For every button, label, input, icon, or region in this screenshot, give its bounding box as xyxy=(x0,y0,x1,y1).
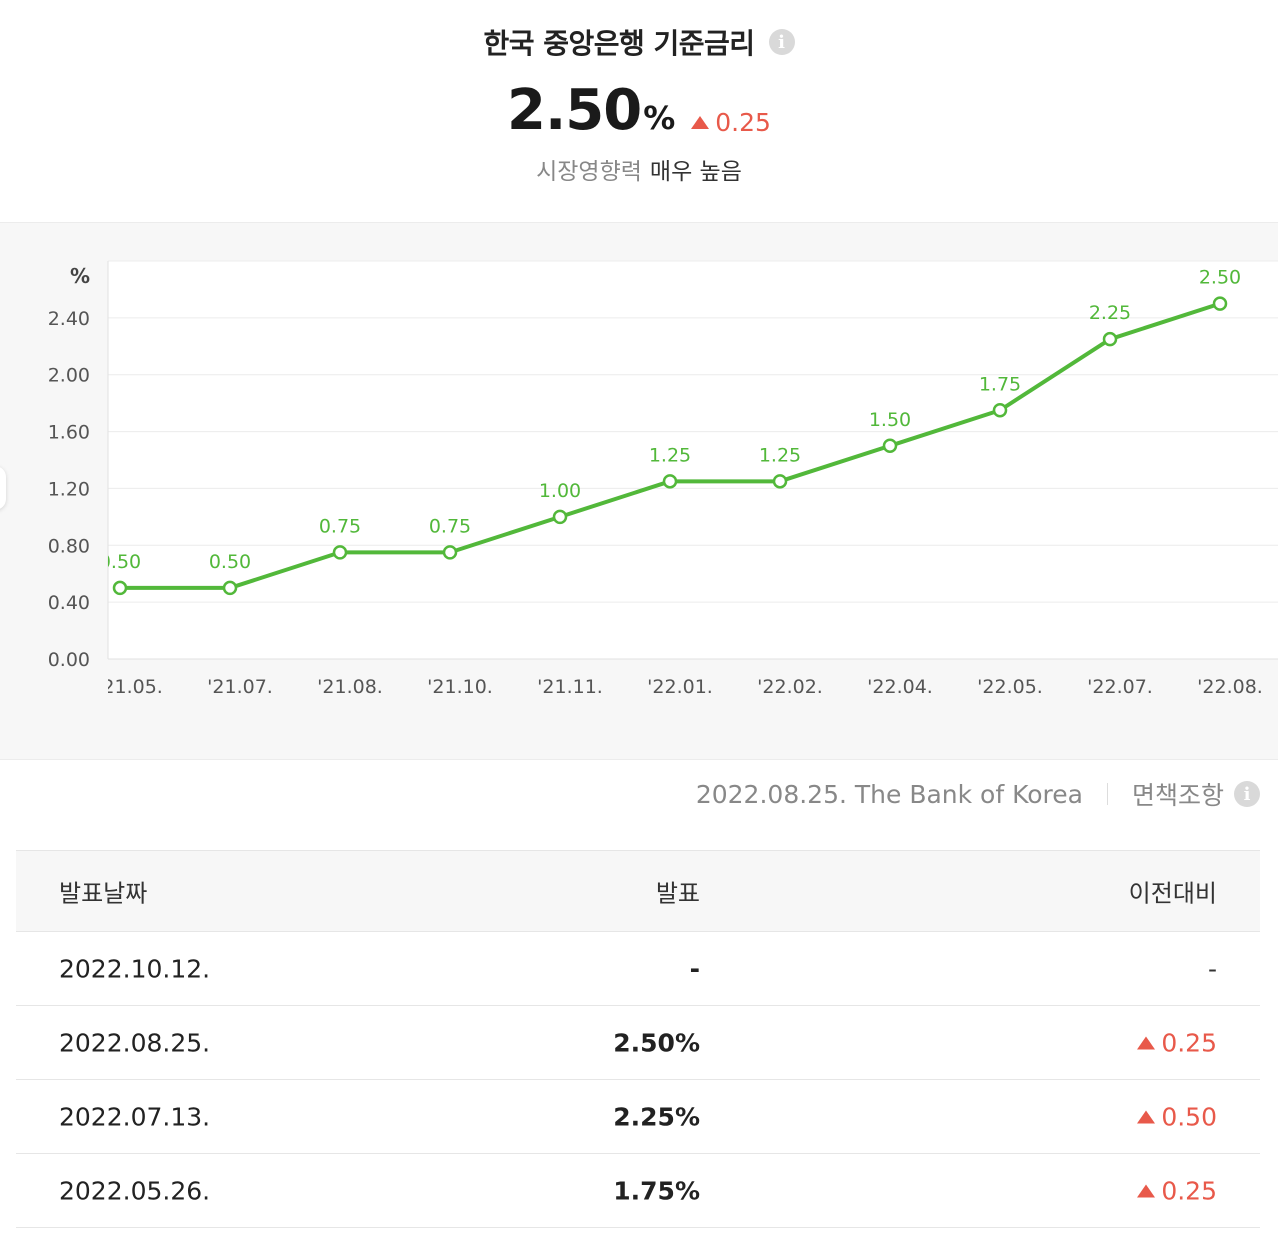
x-tick-label: '22.01. xyxy=(647,676,713,698)
table-header: 발표날짜 발표 이전대비 xyxy=(16,850,1260,932)
source-text: 2022.08.25. The Bank of Korea xyxy=(695,779,1083,809)
up-triangle-icon xyxy=(1137,1184,1156,1197)
table-row: 2022.10.12. - - xyxy=(16,932,1260,1006)
y-tick-label: 1.20 xyxy=(48,478,90,500)
data-point xyxy=(882,438,898,454)
data-point xyxy=(332,545,348,560)
x-tick-labels: '21.05. '21.07. '21.08. '21.10. '21.11. '22.0… xyxy=(97,676,1263,698)
scroll-left-handle[interactable] xyxy=(0,466,6,510)
rate-change-value: 0.25 xyxy=(715,108,771,137)
row-change-value: 0.50 xyxy=(1161,1102,1217,1131)
current-rate-value: 2.50 xyxy=(507,78,642,143)
x-tick-label: '22.04. xyxy=(867,676,933,698)
data-label: 0.75 xyxy=(319,515,361,537)
data-point xyxy=(772,474,788,489)
table-row: 2022.08.25. 2.50% 0.25 xyxy=(16,1006,1260,1080)
data-label: 0.50 xyxy=(99,551,141,573)
market-impact: 시장영향력 매우 높음 xyxy=(0,152,1278,186)
y-tick-label: 0.40 xyxy=(48,592,90,614)
data-point xyxy=(1102,331,1118,347)
announcement-table: 발표날짜 발표 이전대비 2022.10.12. - - 2022.08.25. 2.5… xyxy=(16,850,1260,1228)
data-label: 1.75 xyxy=(979,373,1021,395)
row-rate: 2.25% xyxy=(613,1102,700,1131)
row-rate: 1.75% xyxy=(613,1176,700,1205)
market-impact-value: 매우 높음 xyxy=(649,159,742,185)
row-change: - xyxy=(1208,954,1217,983)
rate-header: 한국 중앙은행 기준금리 i 2.50% 0.25 시장영향력 매우 높음 xyxy=(0,0,1278,222)
header-date: 발표날짜 xyxy=(59,879,148,908)
data-point xyxy=(662,474,678,489)
table-body: 2022.10.12. - - 2022.08.25. 2.50% 0.25 2022.07… xyxy=(16,932,1260,1228)
row-change-value: 0.25 xyxy=(1161,1028,1217,1057)
info-icon[interactable]: i xyxy=(768,29,795,55)
data-point xyxy=(442,545,458,560)
row-change: 0.25 xyxy=(1137,1028,1217,1057)
table-row: 2022.05.26. 1.75% 0.25 xyxy=(16,1154,1260,1228)
data-label: 1.00 xyxy=(539,480,581,502)
x-tick-label: '22.05. xyxy=(977,676,1043,698)
y-axis-unit-label: % xyxy=(70,264,90,288)
row-rate: 2.50% xyxy=(613,1028,700,1057)
up-triangle-icon xyxy=(1137,1036,1156,1049)
data-label: 1.25 xyxy=(649,444,691,466)
disclaimer-link[interactable]: 면책조항 xyxy=(1131,781,1224,810)
up-triangle-icon xyxy=(1137,1110,1156,1123)
source-divider xyxy=(1106,783,1108,805)
header-rate: 발표 xyxy=(655,879,700,908)
data-point xyxy=(552,509,568,525)
disclaimer-info-icon[interactable]: i xyxy=(1234,781,1260,807)
data-point xyxy=(1212,296,1228,311)
data-point xyxy=(992,403,1008,418)
rate-line-chart: %0.000.400.801.201.602.002.40'21.05. '21.… xyxy=(48,260,1278,698)
title-row: 한국 중앙은행 기준금리 i xyxy=(0,22,1278,62)
row-change-value: - xyxy=(1207,954,1217,983)
data-label: 2.25 xyxy=(1089,302,1131,324)
header-change: 이전대비 xyxy=(1128,879,1217,908)
y-tick-label: 2.00 xyxy=(48,365,90,387)
x-tick-label: '21.05. xyxy=(97,676,163,698)
y-tick-label: 0.00 xyxy=(48,649,90,671)
row-date: 2022.10.12. xyxy=(59,954,211,983)
source-row: 2022.08.25. The Bank of Korea 면책조항 i xyxy=(696,776,1260,812)
y-tick-label: 0.80 xyxy=(48,535,90,557)
chart-panel: % 0.00 0.40 0.80 1.20 1.60 2.00 2.40'21.05. '21.… xyxy=(0,222,1278,760)
x-tick-label: '22.02. xyxy=(757,676,823,698)
row-change-value: 0.25 xyxy=(1161,1176,1217,1205)
plot-area xyxy=(108,261,1278,659)
x-tick-label: '21.08. xyxy=(317,676,383,698)
x-tick-label: '22.07. xyxy=(1087,676,1153,698)
data-label: 0.75 xyxy=(429,515,471,537)
current-rate: 2.50% xyxy=(507,78,675,143)
page-title: 한국 중앙은행 기준금리 xyxy=(483,27,755,60)
current-rate-unit: % xyxy=(643,99,676,137)
x-tick-label: '21.07. xyxy=(207,676,273,698)
data-labels: 0.50 0.50 0.75 0.75 1.00 1.25 1.25 1.50 1.75 2.25… xyxy=(99,267,1241,573)
row-date: 2022.05.26. xyxy=(59,1176,211,1205)
data-label: 0.50 xyxy=(209,551,251,573)
data-point xyxy=(222,580,238,596)
market-impact-label: 시장영향력 xyxy=(536,159,642,185)
row-change: 0.50 xyxy=(1137,1102,1217,1131)
x-tick-label: '22.08. xyxy=(1197,676,1263,698)
y-tick-label: 1.60 xyxy=(48,422,90,444)
data-label: 2.50 xyxy=(1199,267,1241,289)
current-value-row: 2.50% 0.25 xyxy=(0,78,1278,143)
x-tick-label: '21.10. xyxy=(427,676,493,698)
x-tick-label: '21.11. xyxy=(537,676,603,698)
row-rate: - xyxy=(689,954,700,983)
row-date: 2022.07.13. xyxy=(59,1102,211,1131)
y-tick-label: 2.40 xyxy=(48,308,90,330)
table-row: 2022.07.13. 2.25% 0.50 xyxy=(16,1080,1260,1154)
rate-change: 0.25 xyxy=(691,108,771,137)
up-triangle-icon xyxy=(691,116,710,129)
row-change: 0.25 xyxy=(1137,1176,1217,1205)
data-label: 1.25 xyxy=(759,444,801,466)
row-date: 2022.08.25. xyxy=(59,1028,211,1057)
data-label: 1.50 xyxy=(869,409,911,431)
data-point xyxy=(112,580,128,596)
